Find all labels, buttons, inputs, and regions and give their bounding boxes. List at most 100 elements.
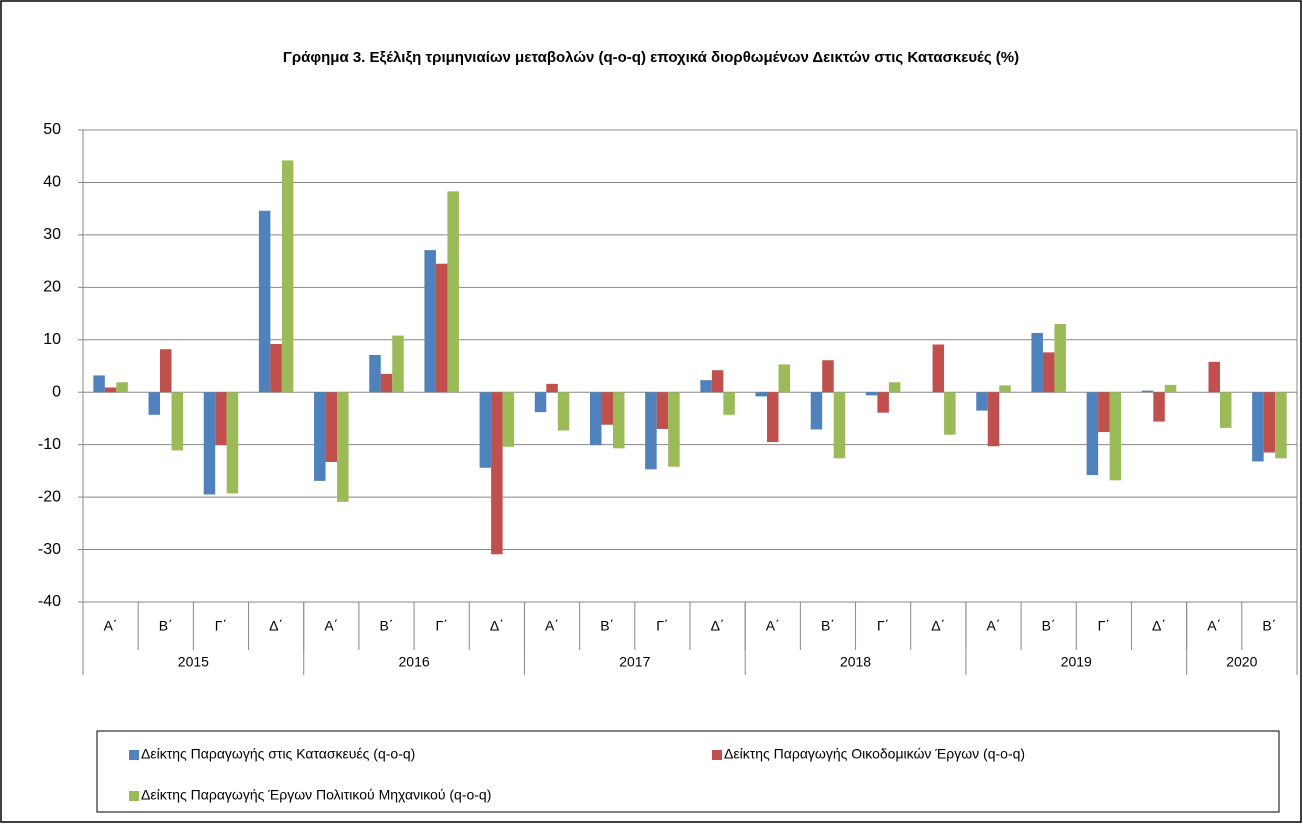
- x-tick-label: Δ΄: [490, 618, 504, 634]
- bar: [822, 360, 834, 393]
- legend-swatch: [712, 750, 722, 760]
- x-tick-label: Α΄: [987, 618, 1001, 634]
- bar: [314, 392, 326, 481]
- bar: [447, 191, 459, 393]
- legend-label: Δείκτης Παραγωγής Έργων Πολιτικού Μηχανι…: [141, 787, 491, 803]
- x-tick-label: Β΄: [1262, 618, 1276, 634]
- y-tick-label: 30: [43, 226, 61, 243]
- x-tick-label: Β΄: [380, 618, 394, 634]
- legend-label: Δείκτης Παραγωγής στις Κατασκευές (q-o-q…: [141, 746, 415, 762]
- group-label: 2020: [1226, 654, 1257, 670]
- bar: [1219, 392, 1232, 428]
- x-tick-label: Β΄: [600, 618, 614, 634]
- bar: [1208, 361, 1220, 393]
- y-tick-label: 10: [43, 331, 61, 348]
- bar: [534, 392, 547, 413]
- chart-title: Γράφημα 3. Εξέλιξη τριμηνιαίων μεταβολών…: [283, 49, 1019, 66]
- x-tick-label: Β΄: [1042, 618, 1056, 634]
- bar: [392, 335, 404, 393]
- bar: [987, 392, 1000, 447]
- group-label: 2015: [178, 654, 209, 670]
- bar: [258, 210, 271, 393]
- bar: [1141, 390, 1154, 393]
- bar: [656, 392, 669, 429]
- x-tick-label: Δ΄: [711, 618, 725, 634]
- bar: [1263, 392, 1276, 453]
- bar: [645, 392, 657, 470]
- bar: [160, 349, 172, 393]
- bar: [479, 392, 492, 468]
- group-label: 2016: [399, 654, 430, 670]
- bar: [888, 382, 901, 393]
- x-tick-label: Γ΄: [877, 618, 889, 634]
- legend-swatch: [129, 791, 139, 801]
- bar: [148, 392, 161, 415]
- bar: [369, 354, 381, 393]
- bar: [1042, 352, 1055, 393]
- x-tick-label: Α΄: [766, 618, 780, 634]
- x-tick-label: Γ΄: [435, 618, 447, 634]
- legend-swatch: [129, 750, 139, 760]
- bar: [877, 392, 889, 413]
- legend-label: Δείκτης Παραγωγής Οικοδομικών Έργων (q-o…: [724, 746, 1025, 762]
- bar: [435, 263, 448, 393]
- bar: [1086, 392, 1099, 476]
- bar: [1275, 392, 1287, 459]
- bar: [557, 392, 570, 431]
- bar: [865, 392, 878, 396]
- bar: [491, 392, 503, 555]
- x-tick-label: Γ΄: [215, 618, 227, 634]
- bar: [424, 250, 436, 393]
- bar: [171, 392, 184, 451]
- bar: [1252, 392, 1264, 462]
- legend-box: [96, 730, 1280, 813]
- bar: [1054, 324, 1066, 393]
- bar: [116, 382, 128, 393]
- x-tick-label: Β΄: [821, 618, 835, 634]
- bar: [976, 392, 988, 411]
- x-tick-label: Δ΄: [931, 618, 945, 634]
- bar: [281, 160, 294, 393]
- bar: [755, 392, 768, 397]
- bar: [1164, 384, 1177, 393]
- bar: [502, 392, 515, 447]
- x-tick-label: Β΄: [159, 618, 173, 634]
- x-tick-label: Α΄: [1207, 618, 1221, 634]
- bar: [944, 392, 956, 435]
- group-label: 2017: [619, 654, 650, 670]
- bar: [999, 385, 1011, 393]
- x-tick-label: Γ΄: [656, 618, 668, 634]
- group-label: 2018: [840, 654, 871, 670]
- bar: [226, 392, 239, 494]
- bar: [810, 392, 823, 430]
- y-tick-label: 50: [43, 121, 61, 138]
- bar: [270, 343, 282, 393]
- bar: [778, 364, 791, 393]
- bar: [1109, 392, 1122, 481]
- bar: [380, 373, 393, 393]
- y-tick-label: -20: [38, 488, 61, 505]
- bar: [932, 344, 945, 393]
- bar: [1153, 392, 1165, 422]
- bar: [1098, 392, 1110, 433]
- y-tick-label: -40: [38, 593, 61, 610]
- x-tick-label: Α΄: [104, 618, 118, 634]
- bar: [711, 370, 724, 393]
- bar: [700, 380, 712, 393]
- bar: [325, 392, 338, 462]
- bar: [215, 392, 227, 446]
- x-tick-label: Α΄: [545, 618, 559, 634]
- bar: [612, 392, 625, 449]
- group-label: 2019: [1061, 654, 1092, 670]
- bar: [93, 375, 105, 393]
- y-tick-label: -30: [38, 541, 61, 558]
- bar: [203, 392, 216, 495]
- y-tick-label: -10: [38, 436, 61, 453]
- bar: [337, 392, 349, 502]
- bar: [589, 392, 602, 446]
- bar: [546, 383, 558, 393]
- bar: [104, 387, 117, 393]
- bar: [767, 392, 779, 443]
- bar: [668, 392, 680, 467]
